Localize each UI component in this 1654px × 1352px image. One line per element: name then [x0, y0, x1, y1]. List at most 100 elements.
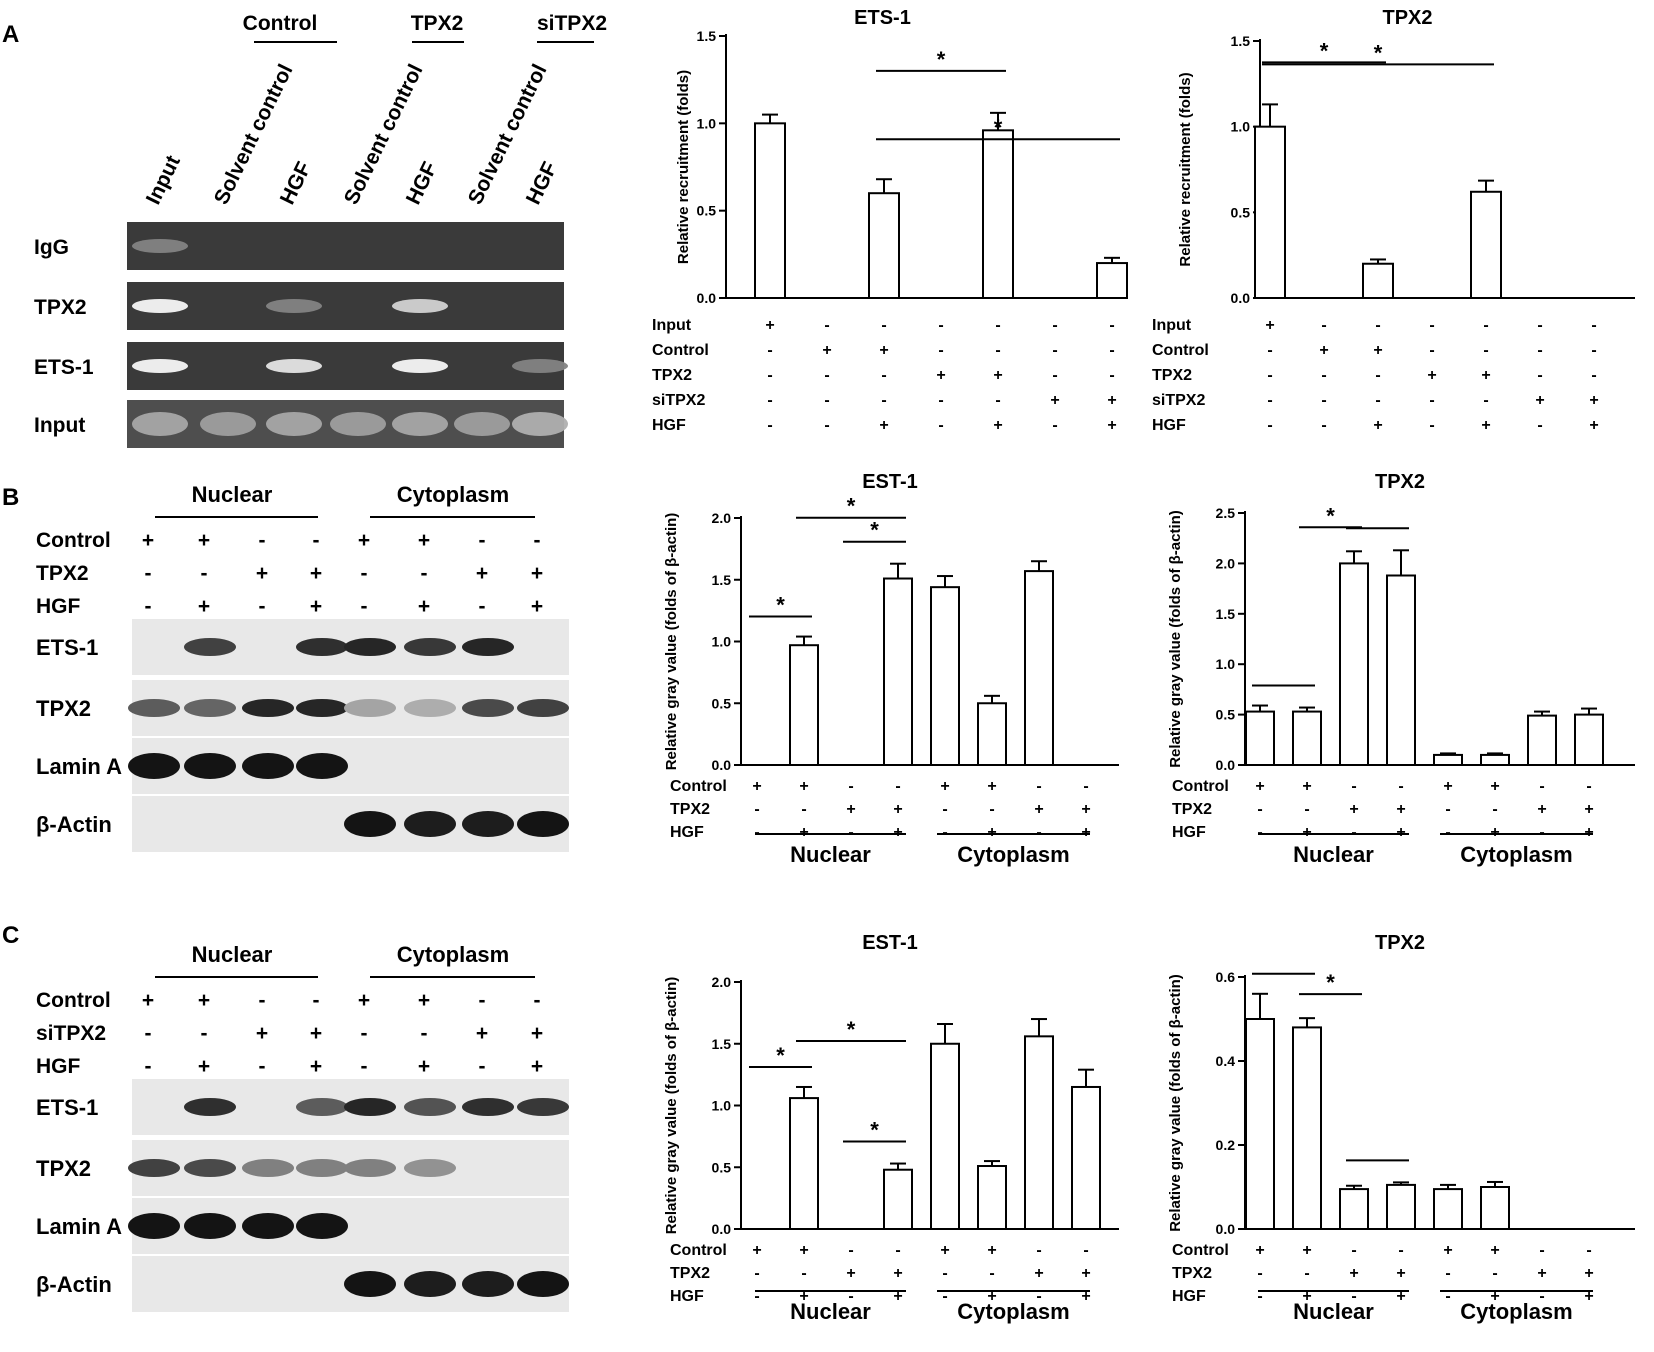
condition-mark: +: [1584, 1288, 1593, 1305]
y-tick-label: 0.5: [1216, 707, 1236, 723]
condition-mark: +: [846, 1265, 855, 1282]
condition-mark: +: [765, 317, 774, 334]
row-label: ETS-1: [34, 356, 94, 379]
significance-star: *: [1320, 38, 1329, 63]
condition-mark: -: [1321, 367, 1326, 384]
significance-star: *: [776, 1043, 785, 1068]
bar: [1071, 1085, 1101, 1230]
band: [404, 699, 456, 717]
bar: [977, 702, 1007, 766]
condition-mark: -: [938, 317, 943, 334]
lane-label: HGF: [522, 158, 562, 208]
condition-mark: +: [1584, 824, 1593, 841]
condition-mark: +: [936, 367, 945, 384]
bar: [789, 644, 819, 767]
condition-mark: -: [767, 367, 772, 384]
condition-mark: +: [1050, 392, 1059, 409]
condition-mark: -: [1492, 1265, 1497, 1282]
condition-label: HGF: [1152, 417, 1186, 434]
band: [392, 359, 448, 373]
condition-mark: -: [1445, 1265, 1450, 1282]
condition-mark: -: [1257, 824, 1262, 841]
condition-mark: -: [479, 529, 486, 552]
group-label: Nuclear: [1293, 1299, 1374, 1324]
condition-mark: -: [881, 367, 886, 384]
condition-mark: +: [846, 801, 855, 818]
group-header-sitpx2: siTPX2: [537, 12, 607, 43]
condition-mark: -: [1537, 417, 1542, 434]
gel-strip: [127, 282, 564, 330]
group-header-label: siTPX2: [537, 12, 607, 35]
y-tick-label: 1.5: [1216, 606, 1236, 622]
band: [184, 753, 236, 779]
condition-mark: +: [1302, 1242, 1311, 1259]
band: [184, 699, 236, 717]
condition-mark: -: [1267, 342, 1272, 359]
condition-mark: +: [1490, 1242, 1499, 1259]
lane-label: Input: [142, 152, 185, 208]
condition-mark: +: [1396, 1265, 1405, 1282]
bar: [977, 1165, 1007, 1231]
condition-mark: -: [754, 1288, 759, 1305]
bar: [868, 192, 900, 299]
condition-mark: +: [142, 529, 154, 552]
condition-mark: +: [531, 562, 543, 585]
y-tick-label: 1.0: [712, 634, 732, 650]
y-axis-label: Relative recruitment (folds): [1177, 72, 1194, 266]
band: [296, 753, 348, 779]
condition-mark: -: [1351, 1242, 1356, 1259]
condition-mark: -: [824, 367, 829, 384]
y-tick-label: 0.0: [1216, 757, 1236, 773]
significance-star: *: [847, 494, 856, 519]
bar: [883, 1168, 913, 1230]
gel-strip: [127, 342, 564, 390]
condition-label: Control: [670, 778, 727, 795]
condition-mark: -: [767, 342, 772, 359]
band: [392, 299, 448, 313]
band: [184, 638, 236, 656]
condition-mark: -: [801, 1265, 806, 1282]
condition-mark: +: [1107, 417, 1116, 434]
condition-label: HGF: [670, 824, 704, 841]
band: [296, 1159, 348, 1177]
significance-star: *: [870, 518, 879, 543]
condition-mark: +: [1427, 367, 1436, 384]
condition-mark: -: [1591, 317, 1596, 334]
band: [330, 412, 386, 436]
bar: [930, 586, 960, 766]
band: [462, 1271, 514, 1297]
band: [184, 1159, 236, 1177]
band: [344, 1271, 396, 1297]
band: [517, 1098, 569, 1116]
band: [462, 1098, 514, 1116]
condition-mark: +: [142, 989, 154, 1012]
condition-mark: -: [995, 317, 1000, 334]
condition-mark: -: [848, 778, 853, 795]
bar: [1245, 710, 1275, 766]
condition-label: TPX2: [1172, 1265, 1212, 1282]
band: [132, 299, 188, 313]
band: [128, 1213, 180, 1239]
section-header-cytoplasm: Cytoplasm: [397, 942, 509, 967]
condition-label: HGF: [36, 1055, 81, 1078]
condition-mark: +: [476, 562, 488, 585]
bar: [1362, 262, 1394, 300]
y-tick-label: 0.4: [1216, 1053, 1236, 1069]
condition-mark: -: [942, 801, 947, 818]
condition-mark: +: [1396, 824, 1405, 841]
condition-mark: -: [1429, 417, 1434, 434]
bar: [1386, 1183, 1416, 1231]
condition-mark: -: [1539, 1242, 1544, 1259]
condition-mark: -: [1109, 367, 1114, 384]
condition-label: Control: [1152, 342, 1209, 359]
row-label: TPX2: [34, 296, 87, 319]
condition-mark: -: [824, 317, 829, 334]
condition-mark: +: [940, 1242, 949, 1259]
blot-row-label: Lamin A: [36, 1214, 122, 1239]
condition-mark: +: [1490, 824, 1499, 841]
condition-mark: +: [418, 989, 430, 1012]
row-label: IgG: [34, 236, 69, 259]
group-label: Cytoplasm: [1460, 842, 1572, 867]
condition-mark: +: [1265, 317, 1274, 334]
significance-star: *: [1326, 503, 1335, 528]
